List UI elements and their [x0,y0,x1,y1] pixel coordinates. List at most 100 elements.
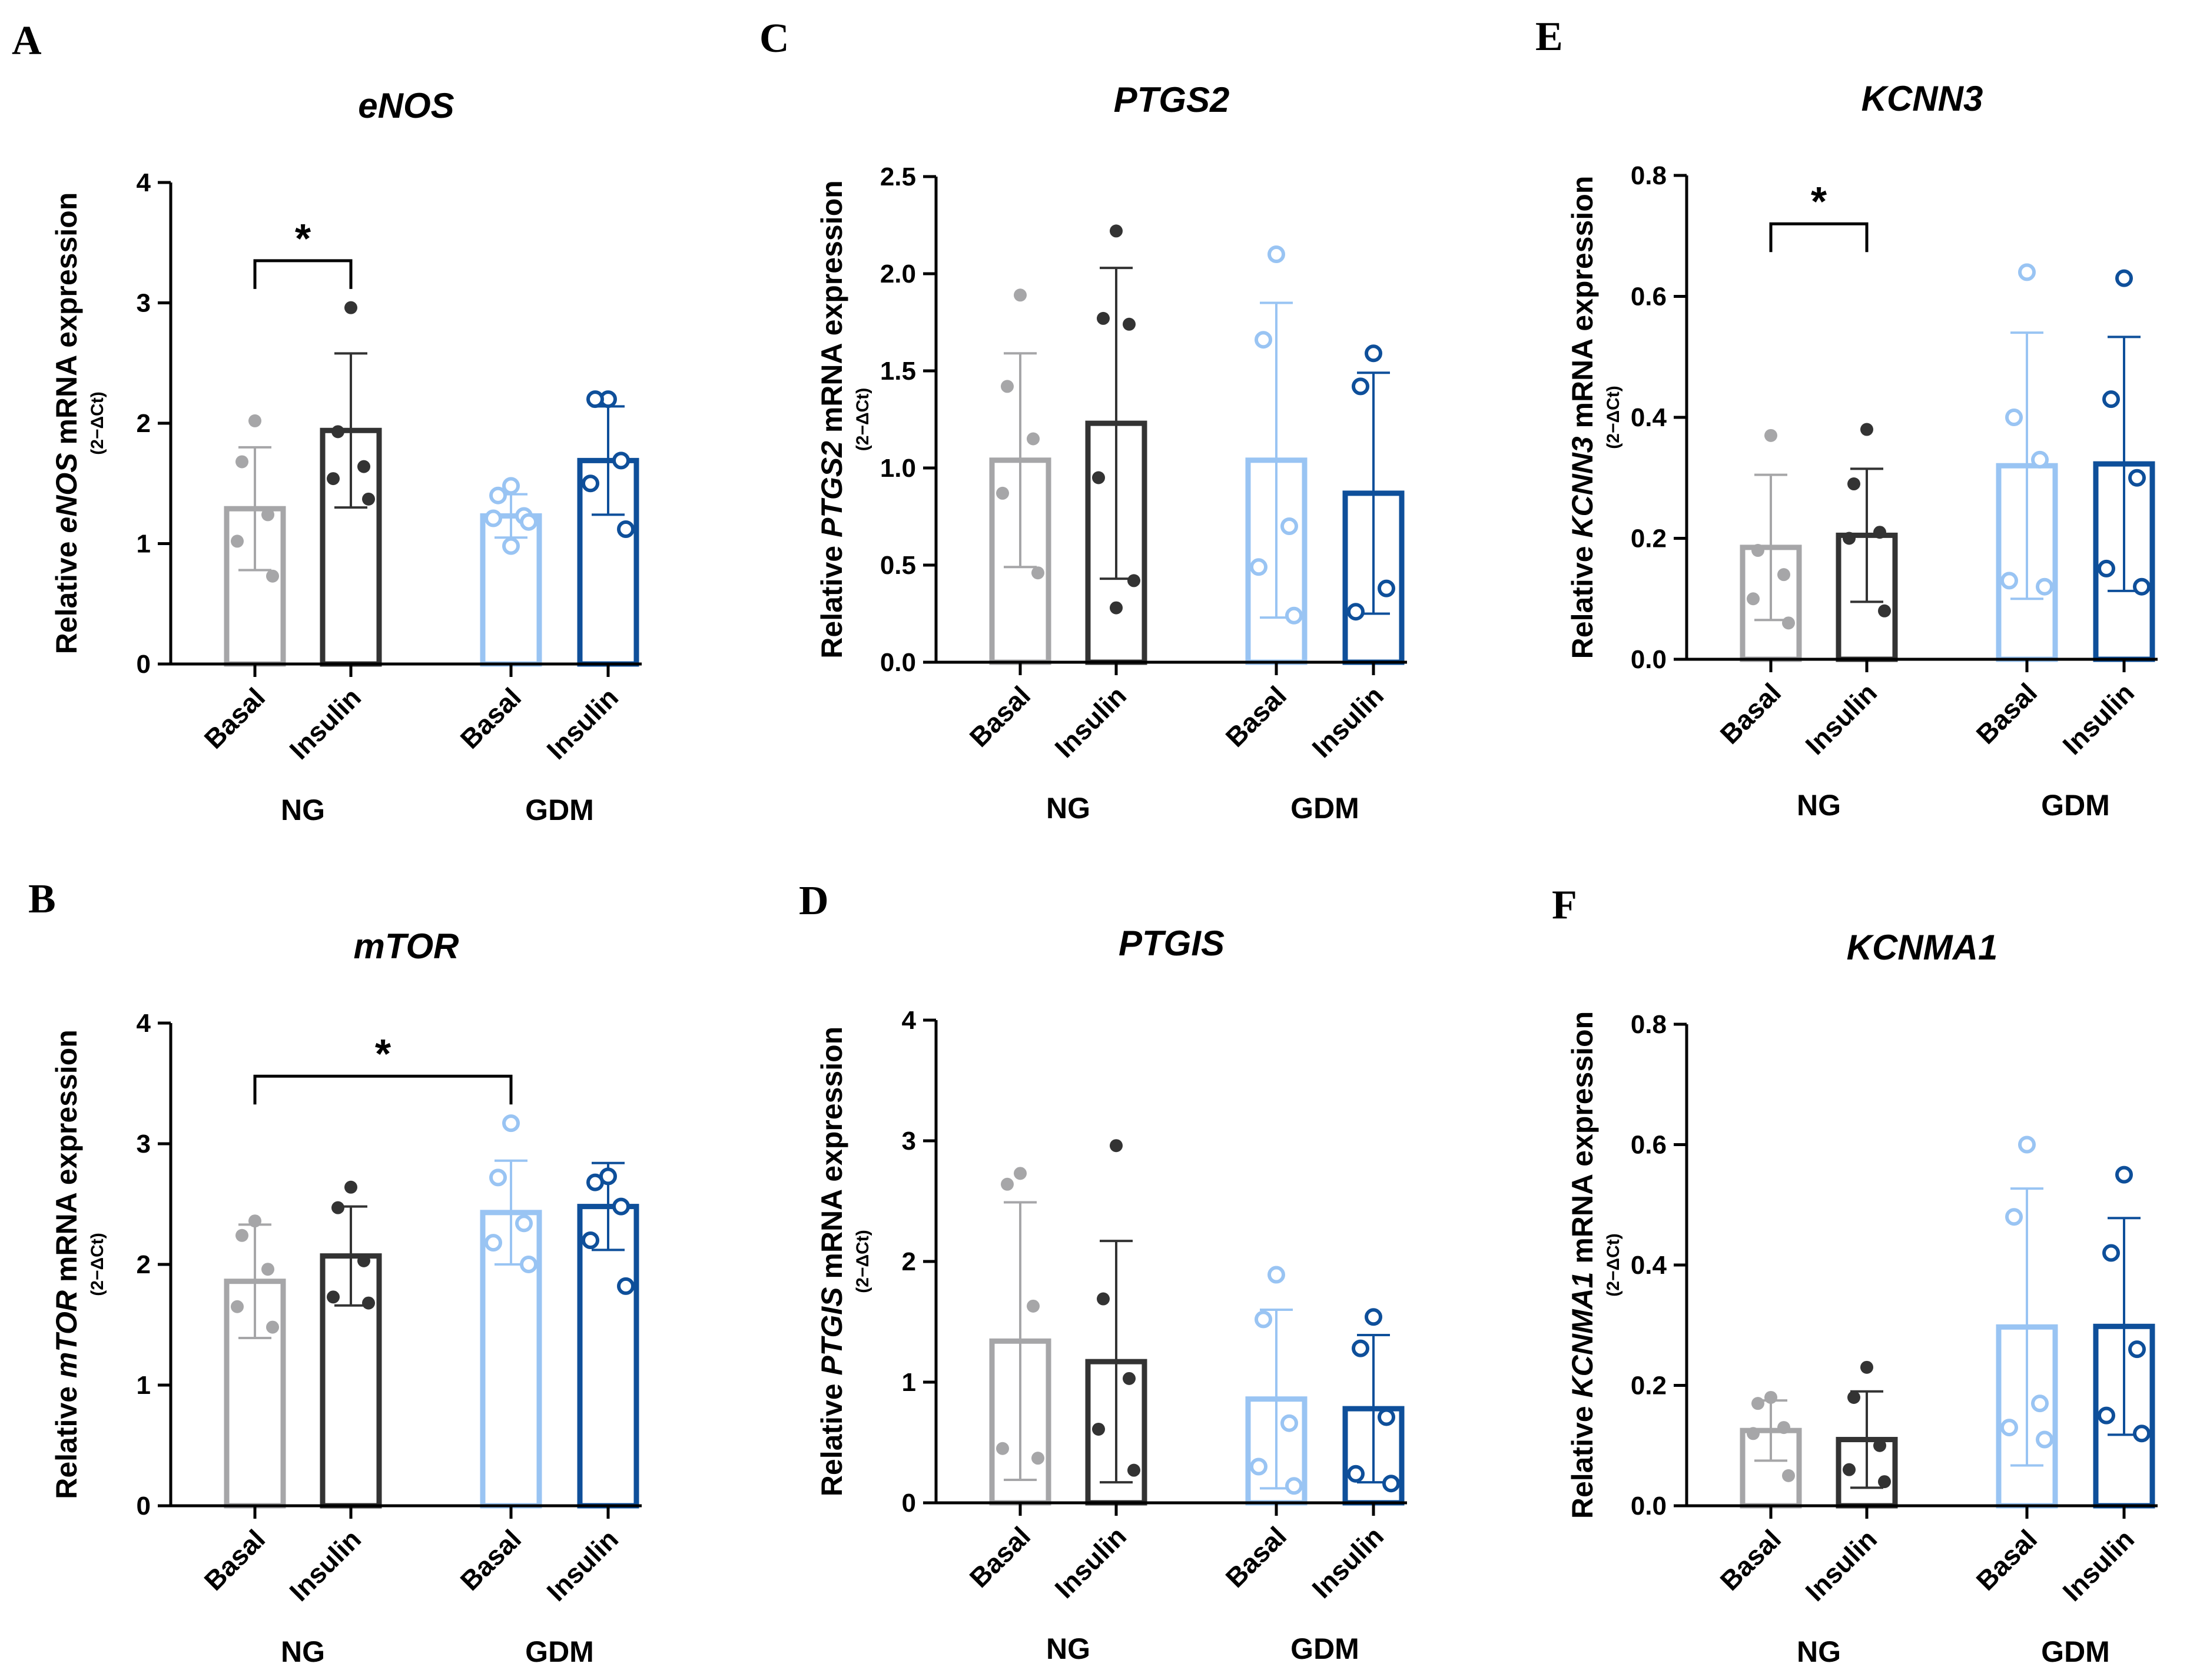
data-point-a-3 [612,451,630,470]
data-point-a-1 [327,472,340,486]
x-tick-label: Insulin [540,682,624,765]
data-point-b-1 [344,1180,357,1194]
data-point-f-0 [1764,1390,1777,1404]
y-label-gene: KCNMA1 [1566,1272,1599,1398]
chart-title-d: PTGIS [1119,924,1225,963]
y-axis-sublabel-f: (2−ΔCt) [1604,1233,1623,1296]
panel-d: D PTGIS 0 1 2 3 4 Relative PTGIS mRNA expressio… [799,878,1407,1665]
data-point-e-3 [2133,577,2151,596]
y-axis-label-f: Relative KCNMA1 mRNA expression [1566,1011,1599,1519]
x-tick-label: Insulin [283,1523,367,1607]
data-point-e-3 [2128,469,2146,487]
data-point-f-0 [1751,1397,1764,1410]
data-point-d-1 [1097,1292,1110,1306]
x-tick-label: Insulin [1048,680,1132,763]
group-label-gdm: GDM [525,793,594,826]
y-axis-sublabel-a: (2−ΔCt) [88,391,107,454]
panel-letter-f: F [1552,882,1577,928]
data-point-f-1 [1847,1390,1860,1404]
data-point-d-2 [1250,1457,1267,1476]
data-point-b-0 [231,1300,244,1313]
y-tick-label: 0.0 [880,648,916,677]
data-point-f-2 [2031,1395,2049,1413]
data-point-d-0 [996,1442,1009,1455]
y-tick-label: 0 [137,650,151,679]
y-tick-label: 3 [137,1130,151,1158]
data-point-e-3 [2098,559,2115,577]
y-tick-label: 2.5 [880,162,916,191]
group-label-ng: NG [1046,1632,1090,1665]
y-tick-label: 0 [902,1489,916,1518]
data-point-c-2 [1285,606,1303,625]
data-point-e-0 [1777,568,1790,582]
y-tick-label: 1 [137,1371,151,1400]
chart-title-e: KCNN3 [1862,79,1983,118]
data-point-c-1 [1110,601,1123,615]
data-point-d-1 [1127,1463,1140,1477]
x-tick-label: Basal [964,680,1037,753]
data-point-b-1 [362,1296,375,1310]
data-point-c-0 [1027,432,1040,446]
data-point-c-3 [1352,377,1369,396]
data-point-f-2 [2000,1419,2018,1437]
y-label-suffix: mRNA expression [50,192,83,453]
data-point-f-2 [2018,1136,2036,1154]
group-label-ng: NG [1797,1635,1841,1668]
data-point-d-0 [1014,1167,1027,1180]
panel-letter-e: E [1535,14,1563,59]
data-point-f-1 [1878,1475,1891,1489]
data-point-b-3 [612,1197,630,1216]
data-point-f-0 [1782,1469,1795,1482]
significance-bracket-e [1769,222,1869,253]
data-point-e-2 [2005,409,2023,426]
y-axis-label-c: Relative PTGS2 mRNA expression [815,180,848,658]
data-point-e-0 [1782,616,1795,630]
data-point-c-3 [1378,579,1395,597]
y-tick-label: 0.0 [1631,645,1667,674]
data-point-f-3 [2128,1340,2146,1359]
data-point-b-1 [357,1254,370,1267]
y-label-prefix: Relative [50,533,83,655]
data-point-a-0 [266,569,279,583]
y-label-prefix: Relative [815,1376,848,1497]
chart-title-b: mTOR [354,927,459,966]
bar-b-3 [577,1204,639,1509]
data-point-a-0 [261,508,274,522]
data-point-b-3 [586,1173,604,1191]
data-point-b-2 [520,1256,537,1273]
data-point-a-3 [582,474,599,493]
y-tick-label: 4 [902,1006,917,1035]
data-point-b-0 [261,1263,274,1276]
data-point-c-0 [996,486,1009,500]
y-tick-label: 0.4 [1631,1251,1667,1280]
data-point-c-2 [1255,331,1272,349]
y-tick-label: 0.0 [1631,1492,1667,1520]
y-tick-label: 0.2 [1631,524,1667,553]
data-point-d-3 [1347,1465,1365,1483]
y-tick-label: 1.0 [880,454,916,483]
y-tick-label: 0.6 [1631,283,1667,311]
data-point-c-1 [1123,317,1136,331]
data-point-b-1 [327,1290,340,1304]
data-point-e-1 [1878,604,1891,617]
y-axis-sublabel-b: (2−ΔCt) [88,1233,107,1296]
data-point-a-1 [362,492,375,506]
data-point-a-3 [586,390,604,409]
x-tick-label: Insulin [1306,680,1389,763]
y-label-gene: eNOS [50,453,83,533]
x-tick-label: Basal [964,1520,1037,1593]
y-label-suffix: mRNA expression [50,1030,83,1290]
y-tick-label: 0.6 [1631,1131,1667,1160]
y-tick-label: 1 [902,1368,916,1397]
x-tick-label: Basal [1970,1523,2043,1596]
data-point-a-0 [248,414,261,427]
data-point-d-2 [1267,1266,1285,1284]
group-label-ng: NG [281,1635,325,1668]
data-point-b-2 [502,1114,520,1133]
group-label-gdm: GDM [525,1635,594,1668]
data-point-a-0 [235,455,248,469]
data-point-c-3 [1365,344,1382,363]
data-point-e-0 [1764,429,1777,442]
y-axis-label-e: Relative KCNN3 mRNA expression [1566,176,1599,659]
chart-title-a: eNOS [358,86,454,125]
